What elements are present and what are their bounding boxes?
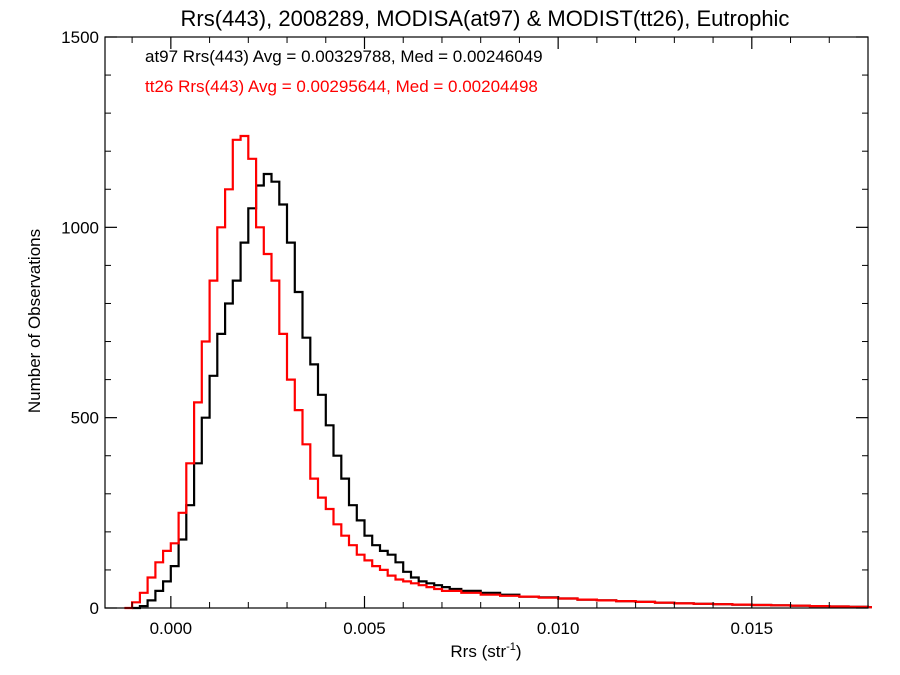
x-tick-layer: 0.000 0.005 0.010 0.015 [131,37,869,638]
y-tick-layer: 0 500 1000 1500 [61,28,868,618]
y-axis-label: Number of Observations [25,229,44,413]
annotation-tt26: tt26 Rrs(443) Avg = 0.00295644, Med = 0.… [145,77,538,96]
x-tick-label: 0.000 [150,619,193,638]
x-tick-label: 0.015 [731,619,774,638]
x-axis-label-superscript: -1 [506,641,516,653]
y-tick-label: 500 [71,409,99,428]
y-tick-label: 1500 [61,28,99,47]
chart-title: Rrs(443), 2008289, MODISA(at97) & MODIST… [181,6,790,31]
y-tick-label: 1000 [61,218,99,237]
x-axis-label: Rrs (str-1) [450,641,521,661]
x-axis-label-end: ) [516,642,522,661]
y-tick-label: 0 [90,599,99,618]
x-tick-label: 0.010 [537,619,580,638]
annotation-at97: at97 Rrs(443) Avg = 0.00329788, Med = 0.… [145,47,543,66]
x-tick-label: 0.005 [343,619,386,638]
x-axis-label-main: Rrs (str [450,642,506,661]
plot-frame [104,36,869,609]
